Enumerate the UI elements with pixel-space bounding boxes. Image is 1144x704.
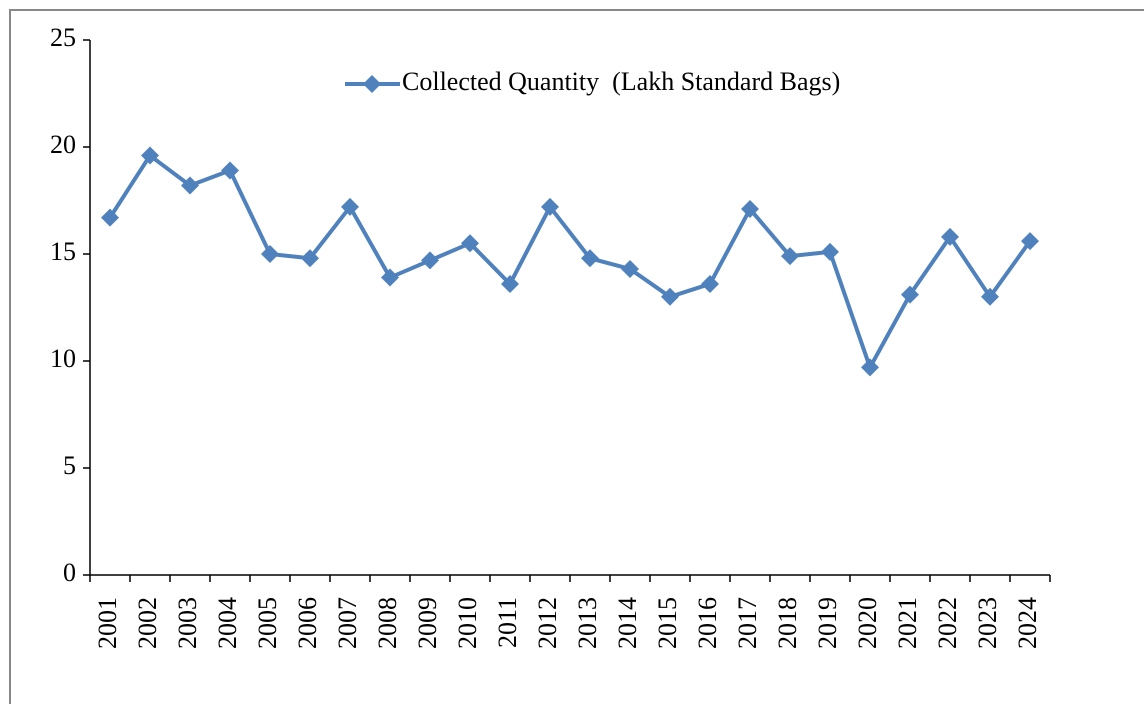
x-tick-label: 2023: [973, 597, 1002, 649]
point-marker: [661, 287, 679, 306]
x-tick-label: 2010: [453, 597, 482, 649]
point-marker: [821, 242, 839, 261]
x-tick-label: 2006: [293, 597, 322, 649]
point-marker: [1021, 232, 1039, 251]
point-marker: [301, 249, 319, 268]
point-marker: [941, 227, 959, 246]
y-tick-label: 20: [50, 130, 76, 159]
point-marker: [421, 251, 439, 270]
series-line: [108, 153, 1032, 370]
x-tick-label: 2013: [573, 597, 602, 649]
y-tick-label: 5: [63, 451, 76, 480]
y-tick-label: 15: [50, 237, 76, 266]
x-tick-label: 2002: [133, 597, 162, 649]
point-marker: [261, 245, 279, 263]
x-tick-label: 2009: [413, 597, 442, 649]
x-tick-label: 2001: [93, 597, 122, 649]
x-tick-label: 2016: [693, 597, 722, 649]
x-tick-label: 2005: [253, 597, 282, 649]
x-tick-label: 2021: [893, 597, 922, 649]
point-marker: [501, 274, 519, 293]
point-marker: [621, 259, 639, 278]
point-marker: [581, 249, 599, 268]
x-tick-label: 2020: [853, 597, 882, 649]
x-tick-label: 2024: [1013, 597, 1042, 649]
x-tick-label: 2003: [173, 597, 202, 649]
point-marker: [781, 247, 799, 266]
x-tick-label: 2008: [373, 597, 402, 649]
y-tick-label: 0: [63, 558, 76, 587]
point-marker: [221, 161, 239, 180]
x-tick-label: 2019: [813, 597, 842, 649]
y-tick-label: 10: [50, 344, 76, 373]
legend-label: Collected Quantity (Lakh Standard Bags): [402, 67, 840, 96]
x-tick-label: 2012: [533, 597, 562, 649]
x-tick-label: 2022: [933, 597, 962, 649]
point-marker: [461, 234, 479, 253]
point-marker: [981, 287, 999, 306]
legend-marker: [363, 75, 381, 93]
point-marker: [701, 274, 719, 293]
frame: [9, 9, 1144, 704]
point-marker: [741, 200, 759, 219]
x-tick-label: 2015: [653, 597, 682, 649]
x-tick-label: 2014: [613, 597, 642, 649]
point-marker: [181, 176, 199, 195]
x-tick-label: 2011: [493, 597, 522, 648]
x-tick-label: 2007: [333, 597, 362, 649]
point-marker: [101, 208, 119, 227]
x-tick-label: 2017: [733, 597, 762, 649]
point-marker: [901, 285, 919, 304]
point-marker: [141, 146, 159, 165]
point-marker: [381, 268, 399, 287]
x-tick-label: 2018: [773, 597, 802, 649]
point-marker: [541, 197, 559, 216]
point-marker: [861, 358, 879, 377]
point-marker: [341, 197, 359, 216]
x-tick-label: 2004: [213, 597, 242, 649]
y-tick-label: 25: [50, 23, 76, 52]
